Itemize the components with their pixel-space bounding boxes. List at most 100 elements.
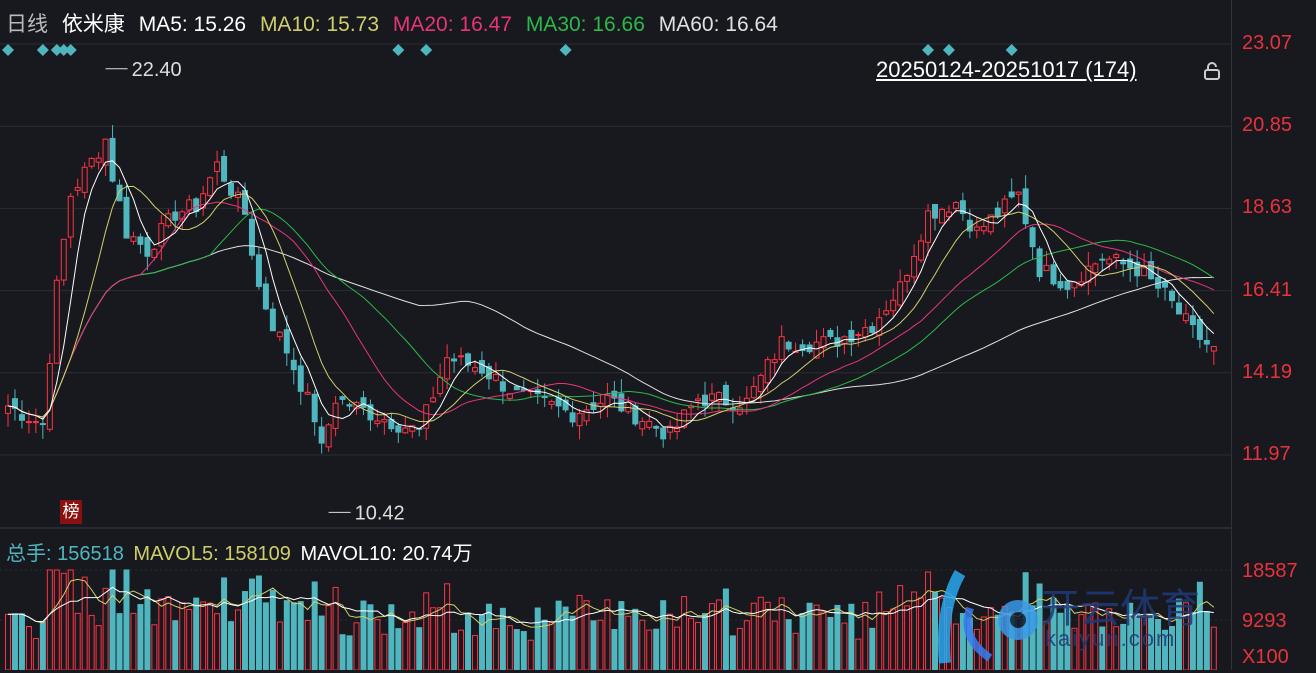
- volume-bar: [925, 571, 932, 670]
- signal-marker-icon: [392, 44, 405, 56]
- volume-bar: [827, 616, 834, 670]
- period-label[interactable]: 日线: [6, 13, 48, 36]
- volume-tick: X100: [1242, 646, 1289, 668]
- candle-body: [646, 420, 653, 428]
- candle-body: [374, 420, 381, 425]
- candle-body: [109, 137, 116, 182]
- candle-body: [1168, 290, 1175, 302]
- candle-body: [318, 426, 325, 444]
- signal-marker-icon: [559, 44, 572, 56]
- volume-bar: [53, 569, 60, 670]
- volume-bar: [918, 597, 925, 670]
- volume-bar: [513, 629, 520, 670]
- volume-bar: [569, 615, 576, 670]
- volume-bar: [890, 608, 897, 670]
- candle-body: [1015, 191, 1022, 195]
- volume-bar: [785, 619, 792, 670]
- candle-body: [60, 238, 67, 281]
- volume-bar: [46, 569, 53, 670]
- candle-body: [764, 359, 771, 384]
- volume-bar: [465, 612, 472, 670]
- volume-bar: [778, 597, 785, 670]
- candle-body: [611, 390, 618, 399]
- volume-bar: [597, 619, 604, 670]
- volume-bar: [241, 591, 248, 670]
- candle-body: [569, 412, 576, 423]
- price-tick: 18.63: [1242, 196, 1293, 219]
- volume-bar: [471, 635, 478, 670]
- volume-bar: [325, 605, 332, 670]
- volume-bar: [541, 619, 548, 670]
- candle-body: [137, 236, 144, 245]
- signal-marker-icon: [50, 44, 63, 56]
- volume-bar: [221, 577, 228, 670]
- candle-body: [130, 236, 137, 242]
- candle-body: [95, 157, 102, 163]
- volume-bar: [611, 629, 618, 670]
- candle-body: [32, 421, 39, 424]
- candle-body: [862, 327, 869, 338]
- ma20-value: MA20: 16.47: [392, 13, 512, 36]
- volume-bar: [506, 625, 513, 670]
- candle-body: [248, 218, 255, 256]
- volume-bar: [437, 607, 444, 670]
- candle-body: [945, 211, 952, 217]
- volume-bar: [18, 613, 25, 670]
- candle-body: [681, 409, 688, 428]
- volume-bar: [1189, 611, 1196, 670]
- candle-body: [1203, 340, 1210, 345]
- candle-body: [430, 397, 437, 403]
- candle-body: [74, 187, 81, 191]
- volume-bar: [869, 627, 876, 670]
- volume-bar: [123, 569, 130, 670]
- signal-marker-icon: [922, 44, 935, 56]
- volume-bar: [897, 585, 904, 670]
- unlock-icon[interactable]: [1203, 62, 1221, 80]
- volume-bar: [374, 619, 381, 670]
- watermark-en: kaiyun.com: [1045, 626, 1177, 651]
- signal-marker-icon: [2, 44, 14, 56]
- volume-bar: [743, 620, 750, 670]
- candle-body: [660, 427, 667, 440]
- mavol10-value: MAVOL10: 20.74万: [300, 543, 473, 565]
- date-range-label[interactable]: 20250124-20251017 (174): [876, 57, 1137, 82]
- volume-bar: [534, 607, 541, 670]
- volume-bar: [757, 596, 764, 670]
- volume-bar: [1043, 620, 1050, 670]
- candle-body: [39, 423, 46, 426]
- signal-marker-icon: [64, 44, 77, 56]
- candle-body: [980, 225, 987, 232]
- volume-bar: [451, 632, 458, 670]
- volume-bar: [423, 592, 430, 670]
- candle-body: [639, 421, 646, 430]
- volume-tick: 18587: [1242, 560, 1298, 582]
- volume-bar: [297, 601, 304, 670]
- volume-bar: [339, 634, 346, 670]
- ranking-badge[interactable]: 榜: [60, 500, 82, 524]
- candle-body: [918, 240, 925, 261]
- volume-bar: [186, 609, 193, 670]
- volume-bar: [695, 621, 702, 670]
- volume-bar: [353, 622, 360, 670]
- candle-body: [952, 202, 959, 209]
- volume-bar: [283, 600, 290, 670]
- volume-bar: [674, 626, 681, 670]
- chart-header: 日线 依米康 MA5: 15.26 MA10: 15.73 MA20: 16.4…: [6, 8, 786, 38]
- candle-body: [297, 365, 304, 392]
- candle-body: [151, 248, 158, 259]
- candle-body: [81, 166, 88, 193]
- volume-bar: [367, 604, 374, 670]
- candle-body: [395, 425, 402, 433]
- ma60-line: [7, 245, 1214, 418]
- candle-body: [722, 384, 729, 406]
- candle-body: [1120, 261, 1127, 265]
- candle-body: [938, 208, 945, 224]
- candle-body: [221, 156, 228, 182]
- candle-body: [325, 424, 332, 448]
- volume-bar: [904, 605, 911, 670]
- candle-body: [820, 336, 827, 349]
- volume-bar: [102, 587, 109, 670]
- candle-body: [269, 308, 276, 332]
- volume-bar: [520, 631, 527, 670]
- candlestick-chart[interactable]: 22.40 10.42: [0, 0, 1231, 670]
